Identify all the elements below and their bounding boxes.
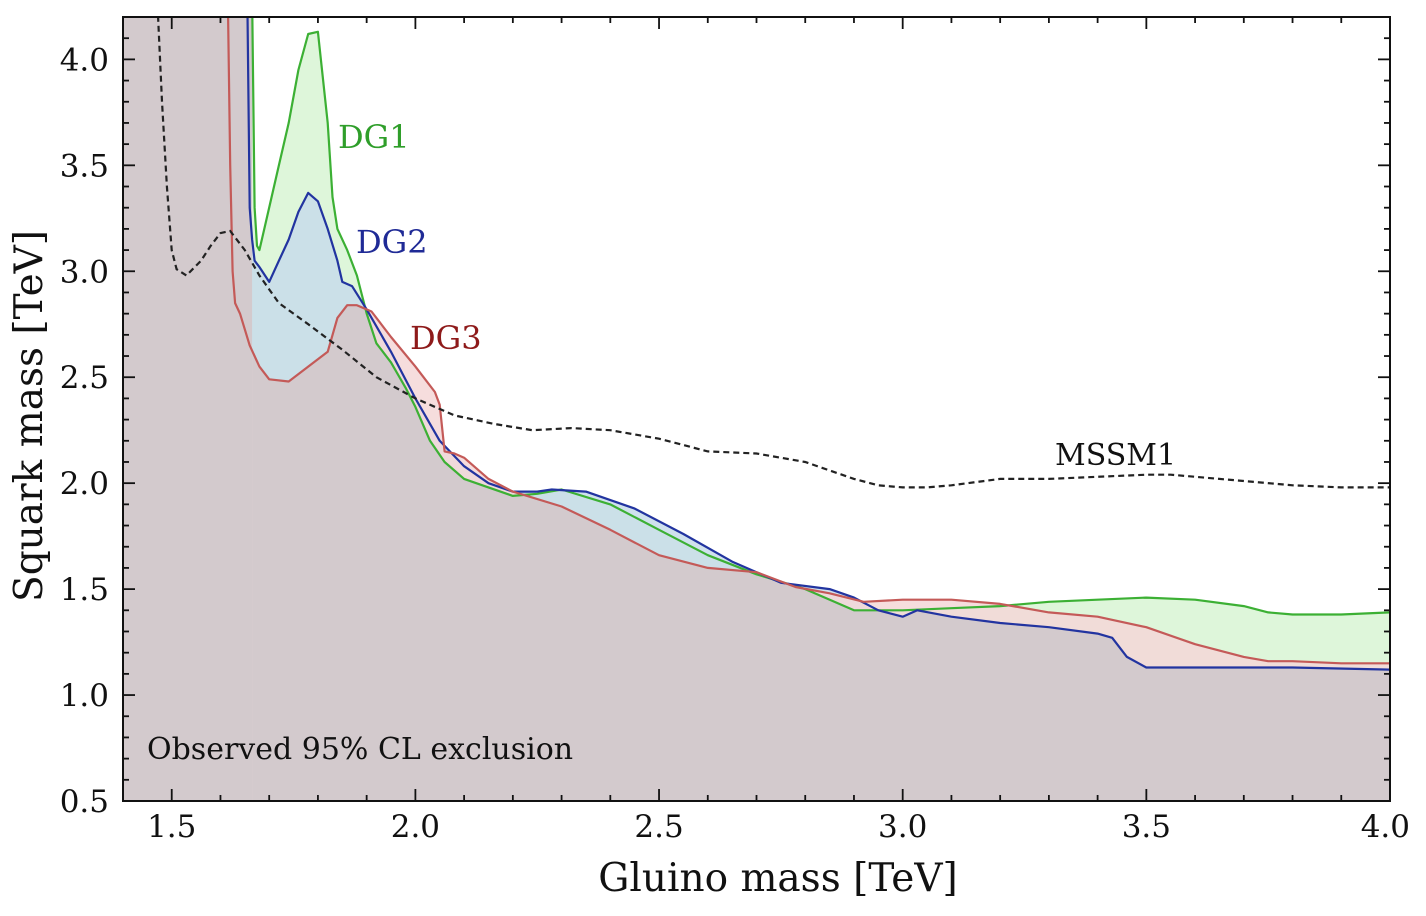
x-tick-label: 3.5 <box>1122 809 1171 845</box>
y-tick-label: 2.5 <box>60 360 109 396</box>
mssm1-label: MSSM1 <box>1055 438 1176 473</box>
left-exclusion-region <box>123 17 253 801</box>
exclusion-annotation: Observed 95% CL exclusion <box>147 732 573 767</box>
x-tick-label: 1.5 <box>147 809 196 845</box>
y-tick-label: 0.5 <box>60 784 109 820</box>
x-tick-label: 3.0 <box>878 809 927 845</box>
y-tick-label: 2.0 <box>60 466 109 502</box>
plot-frame <box>122 16 1391 802</box>
dg1-line <box>251 17 1390 616</box>
plot-area <box>123 17 1390 801</box>
y-tick-labels: 0.5 1.0 1.5 2.0 2.5 3.0 3.5 4.0 <box>60 42 109 820</box>
common-exclusion-region <box>252 17 1390 801</box>
y-tick-label: 4.0 <box>60 42 109 78</box>
dg3-label: DG3 <box>410 319 482 357</box>
dg1-label: DG1 <box>338 118 410 156</box>
mssm1-dashed-line <box>156 17 1390 489</box>
x-tick-label: 2.0 <box>391 809 440 845</box>
dg2-line <box>246 17 1390 671</box>
y-axis-title: Squark mass [TeV] <box>7 230 52 602</box>
x-tick-label: 2.5 <box>634 809 683 845</box>
y-tick-label: 1.5 <box>60 572 109 608</box>
x-axis-title: Gluino mass [TeV] <box>598 856 958 901</box>
y-tick-label: 3.5 <box>60 148 109 184</box>
x-tick-labels: 1.5 2.0 2.5 3.0 3.5 4.0 <box>147 809 1410 845</box>
x-tick-label: 4.0 <box>1361 809 1410 845</box>
dg2-label: DG2 <box>356 223 428 261</box>
dg3-line <box>227 17 1390 665</box>
y-tick-label: 3.0 <box>60 254 109 290</box>
y-tick-label: 1.0 <box>60 678 109 714</box>
